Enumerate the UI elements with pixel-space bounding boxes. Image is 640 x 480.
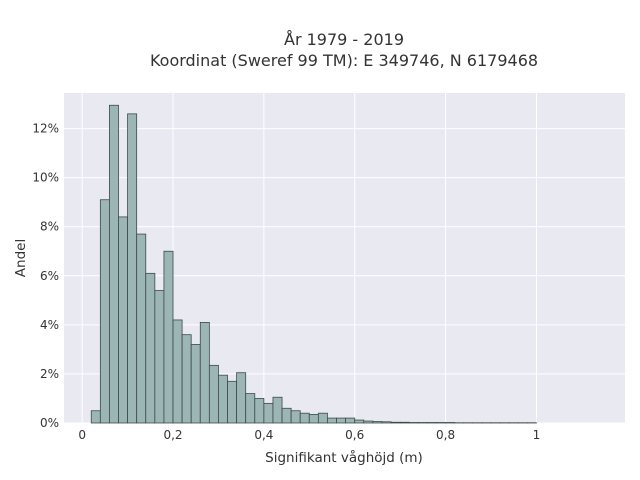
histogram-bar: [317, 412, 328, 424]
chart-title-line-2: Koordinat (Sweref 99 TM): E 349746, N 61…: [150, 51, 538, 70]
histogram-bar: [272, 396, 283, 424]
histogram-bar: [345, 417, 356, 424]
histogram-bar: [227, 380, 238, 424]
x-tick-label: 0,6: [345, 428, 364, 442]
histogram-bar: [181, 334, 192, 424]
histogram-bar: [281, 407, 292, 424]
y-tick-label: 6%: [40, 269, 59, 283]
y-tick-label: 10%: [32, 171, 59, 185]
x-tick-label: 0: [78, 428, 86, 442]
histogram-bar: [172, 319, 183, 424]
histogram-bar: [245, 393, 256, 424]
histogram-bar: [263, 402, 274, 424]
histogram-bar: [381, 421, 392, 424]
histogram-bar: [109, 104, 119, 424]
y-tick-label: 2%: [40, 367, 59, 381]
histogram-bar: [99, 199, 110, 424]
histogram-bar: [299, 412, 310, 424]
histogram-bar: [354, 419, 365, 424]
x-axis-title: Signifikant våghöjd (m): [265, 449, 423, 466]
histogram-bar: [90, 410, 101, 424]
x-tick-label: 0,4: [254, 428, 273, 442]
y-tick-label: 8%: [40, 220, 59, 234]
histogram-bar: [145, 272, 156, 424]
y-tick-label: 0%: [40, 416, 59, 430]
histogram-bar: [163, 250, 174, 424]
x-tick-label: 1: [533, 428, 541, 442]
histogram-bar: [363, 420, 374, 424]
histogram-bar: [290, 410, 301, 424]
histogram-bar: [372, 421, 383, 424]
axis-ticks: 0% 2% 4% 6% 8% 10% 12% 0 0,2 0,4 0,6 0,8 1: [32, 122, 540, 442]
histogram-bar: [127, 113, 138, 424]
histogram-bar: [399, 421, 410, 424]
histogram-bar: [190, 344, 201, 424]
histogram-bar: [208, 364, 219, 424]
y-tick-label: 12%: [32, 122, 59, 136]
histogram-bar: [254, 398, 265, 424]
histogram-bar: [118, 216, 128, 424]
x-tick-label: 0,8: [436, 428, 455, 442]
histogram-bars: [90, 104, 537, 424]
histogram-bar: [327, 417, 337, 424]
histogram-bar: [308, 414, 319, 424]
y-tick-label: 4%: [40, 318, 59, 332]
histogram-bar: [199, 322, 210, 424]
histogram-bar: [236, 372, 247, 424]
histogram-bar: [154, 290, 165, 424]
histogram-bar: [218, 374, 228, 424]
histogram-bar: [136, 233, 147, 424]
chart-title-line-1: År 1979 - 2019: [284, 30, 404, 49]
histogram-bar: [390, 421, 401, 424]
x-tick-label: 0,2: [163, 428, 182, 442]
histogram-bar: [336, 417, 347, 424]
y-axis-title: Andel: [13, 239, 29, 277]
